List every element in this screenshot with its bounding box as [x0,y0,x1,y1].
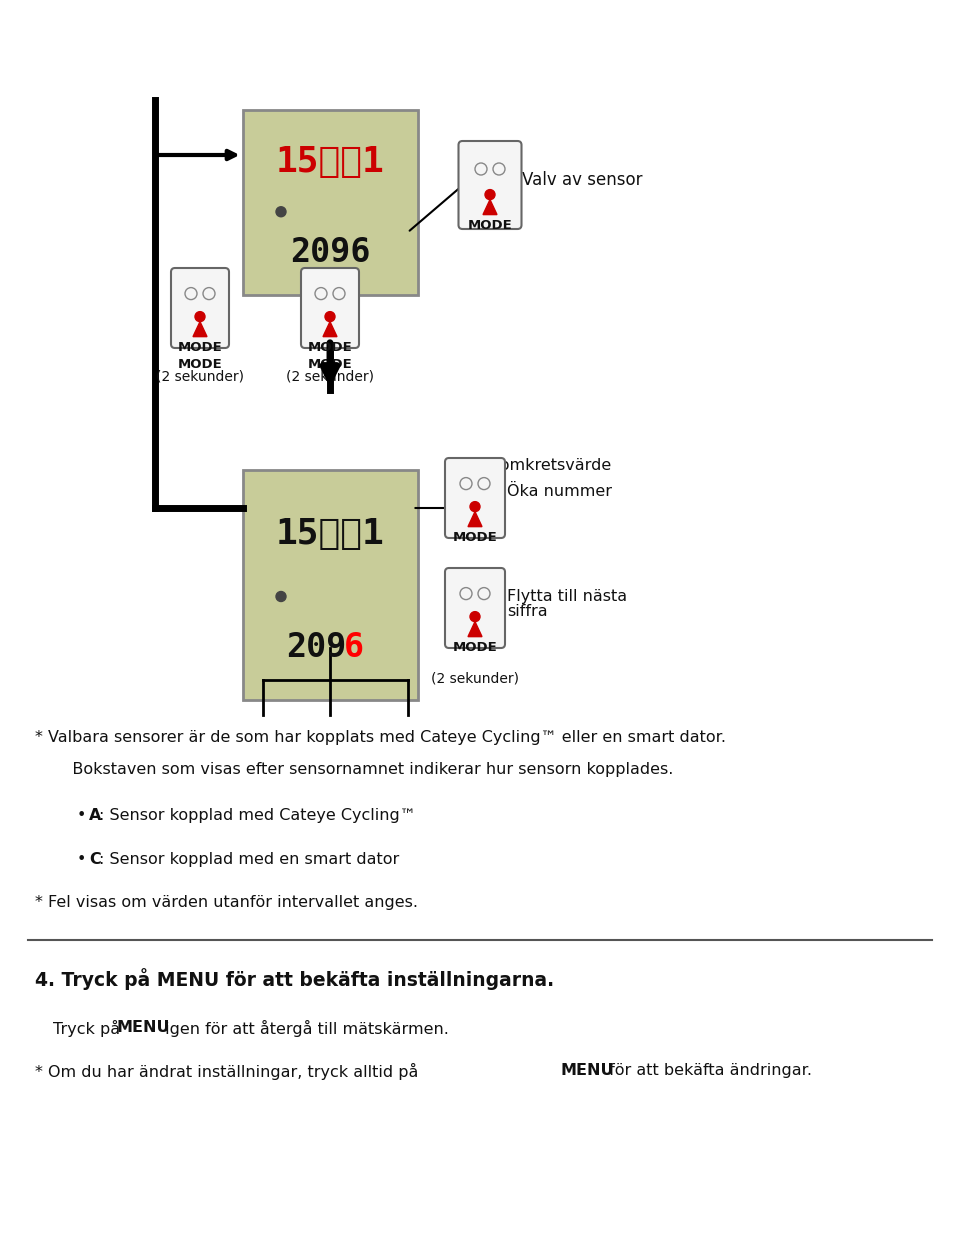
Text: MODE: MODE [178,340,223,354]
Text: MENU: MENU [117,1021,171,1035]
Text: igen för att återgå till mätskärmen.: igen för att återgå till mätskärmen. [160,1021,449,1037]
Text: Däckomkretsvärde: Däckomkretsvärde [460,459,612,474]
Text: MODE: MODE [178,357,223,371]
Text: 6: 6 [344,631,364,663]
Polygon shape [323,322,337,336]
Text: 15ᴄᴄ1: 15ᴄᴄ1 [276,517,384,552]
Text: 4. Tryck på MENU för att bekäfta inställningarna.: 4. Tryck på MENU för att bekäfta inställ… [35,969,554,990]
Circle shape [195,312,205,322]
Text: Tryck på: Tryck på [53,1021,125,1037]
Circle shape [325,312,335,322]
Text: C: C [89,852,101,867]
Text: : Sensor kopplad med Cateye Cycling™: : Sensor kopplad med Cateye Cycling™ [99,808,416,823]
Text: * Fel visas om värden utanför intervallet anges.: * Fel visas om värden utanför intervalle… [35,896,418,910]
Text: Öka nummer: Öka nummer [507,484,612,499]
Polygon shape [193,322,207,336]
Text: Valv av sensor: Valv av sensor [522,171,642,189]
FancyBboxPatch shape [459,141,521,229]
FancyBboxPatch shape [445,568,505,648]
Text: för att bekäfta ändringar.: för att bekäfta ändringar. [604,1063,812,1077]
Text: Flytta till nästa: Flytta till nästa [507,589,627,604]
Text: (2 sekunder): (2 sekunder) [431,670,519,685]
Text: (2 sekunder): (2 sekunder) [156,370,244,383]
Text: 209: 209 [286,631,347,663]
Circle shape [470,502,480,512]
Text: (2 sekunder): (2 sekunder) [286,370,374,383]
Text: MODE: MODE [452,641,497,653]
Text: siffra: siffra [507,605,547,620]
Circle shape [276,591,286,601]
Text: MODE: MODE [452,531,497,543]
Circle shape [470,611,480,622]
Text: Bokstaven som visas efter sensornamnet indikerar hur sensorn kopplades.: Bokstaven som visas efter sensornamnet i… [57,762,673,777]
Text: : Sensor kopplad med en smart dator: : Sensor kopplad med en smart dator [99,852,399,867]
Circle shape [276,207,286,216]
FancyBboxPatch shape [243,470,418,700]
Polygon shape [468,512,482,527]
FancyBboxPatch shape [445,458,505,538]
Circle shape [485,189,495,199]
Text: MODE: MODE [307,357,352,371]
Text: 2096: 2096 [290,236,371,268]
Text: MENU: MENU [561,1063,614,1077]
Text: * Valbara sensorer är de som har kopplats med Cateye Cycling™ eller en smart dat: * Valbara sensorer är de som har kopplat… [35,730,726,745]
FancyBboxPatch shape [243,110,418,294]
FancyBboxPatch shape [171,268,229,348]
Text: MODE: MODE [307,340,352,354]
Text: 15ᴄᴄ1: 15ᴄᴄ1 [276,145,384,179]
Text: •: • [77,808,91,823]
Text: MODE: MODE [468,219,513,231]
Polygon shape [468,622,482,637]
Text: •: • [77,852,91,867]
Text: * Om du har ändrat inställningar, tryck alltid på: * Om du har ändrat inställningar, tryck … [35,1063,423,1080]
Polygon shape [483,199,497,214]
FancyBboxPatch shape [301,268,359,348]
Text: A: A [89,808,102,823]
